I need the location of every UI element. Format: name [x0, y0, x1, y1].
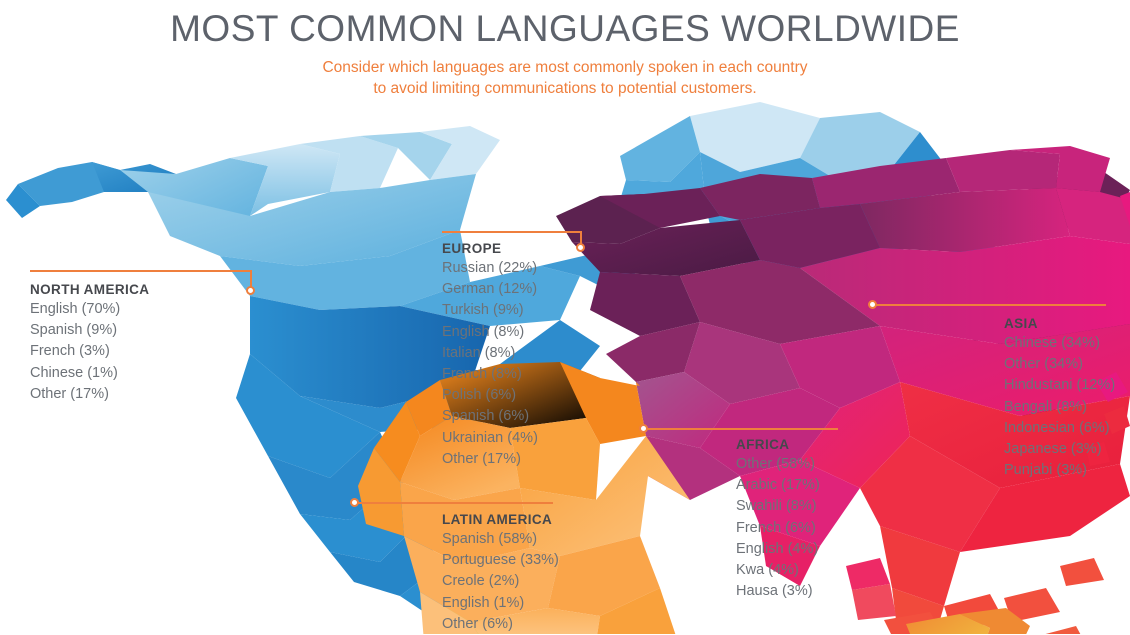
list-item: Italian (8%) [442, 344, 516, 361]
world-map [0, 96, 1130, 634]
list-item: Japanese (3%) [1004, 441, 1102, 458]
page-subtitle: Consider which languages are most common… [0, 57, 1130, 99]
map-region-oceania [906, 608, 1030, 634]
list-item: Ukrainian (4%) [442, 429, 538, 446]
list-item: Polish (6%) [442, 387, 517, 404]
region-title-asia: ASIA [1004, 316, 1038, 331]
language-list-europe: Russian (22%) German (12%) Turkish (9%) … [442, 258, 538, 470]
list-item: Turkish (9%) [442, 302, 524, 319]
language-list-asia: Chinese (34%) Other (34%) Hindustani (12… [1004, 333, 1115, 481]
list-item: Russian (22%) [442, 260, 538, 276]
list-item: Kwa (4%) [736, 562, 799, 579]
region-block-north-america: NORTH AMERICA English (70%) Spanish (9%)… [30, 282, 149, 405]
list-item: Portuguese (33%) [442, 552, 559, 569]
list-item: French (8%) [442, 366, 522, 383]
list-item: Spanish (58%) [442, 531, 538, 547]
list-item: German (12%) [442, 281, 538, 298]
language-list-north-america: English (70%) Spanish (9%) French (3%) C… [30, 299, 149, 405]
list-item: Bengali (8%) [1004, 398, 1088, 415]
list-item: Hindustani (12%) [1004, 377, 1116, 394]
language-list-africa: Other (58%) Arabic (17%) Swahili (8%) Fr… [736, 454, 820, 602]
region-block-africa: AFRICA Other (58%) Arabic (17%) Swahili … [736, 437, 820, 602]
map-pin-latin-america [350, 498, 359, 507]
map-pin-north-america [246, 286, 255, 295]
list-item: Chinese (34%) [1004, 335, 1100, 351]
region-title-africa: AFRICA [736, 437, 790, 452]
list-item: Punjabi (3%) [1004, 462, 1088, 479]
region-block-latin-america: LATIN AMERICA Spanish (58%) Portuguese (… [442, 512, 559, 635]
list-item: French (3%) [30, 343, 110, 360]
map-pin-europe [576, 243, 585, 252]
list-item: Hausa (3%) [736, 583, 813, 600]
list-item: Spanish (9%) [30, 322, 118, 339]
list-item: Other (6%) [442, 615, 513, 632]
list-item: Other (58%) [736, 456, 815, 472]
page-title: MOST COMMON LANGUAGES WORLDWIDE [170, 8, 960, 49]
list-item: Indonesian (6%) [1004, 419, 1110, 436]
language-list-latin-america: Spanish (58%) Portuguese (33%) Creole (2… [442, 529, 559, 635]
list-item: Spanish (6%) [442, 408, 530, 425]
list-item: French (6%) [736, 519, 816, 536]
list-item: Creole (2%) [442, 573, 520, 590]
list-item: English (70%) [30, 301, 121, 317]
list-item: Other (17%) [30, 385, 109, 402]
region-title-north-america: NORTH AMERICA [30, 282, 150, 297]
list-item: Chinese (1%) [30, 364, 118, 381]
subtitle-line-2: to avoid limiting communications to pote… [373, 80, 757, 97]
list-item: English (1%) [442, 594, 525, 611]
region-block-europe: EUROPE Russian (22%) German (12%) Turkis… [442, 241, 538, 470]
list-item: English (8%) [442, 323, 525, 340]
region-title-latin-america: LATIN AMERICA [442, 512, 553, 527]
list-item: Other (17%) [442, 450, 521, 467]
map-pin-africa [639, 424, 648, 433]
list-item: Swahili (8%) [736, 498, 817, 515]
map-pin-asia [868, 300, 877, 309]
region-title-europe: EUROPE [442, 241, 502, 256]
list-item: Arabic (17%) [736, 477, 820, 494]
list-item: English (4%) [736, 540, 819, 557]
region-block-asia: ASIA Chinese (34%) Other (34%) Hindustan… [1004, 316, 1115, 481]
subtitle-line-1: Consider which languages are most common… [322, 59, 808, 76]
list-item: Other (34%) [1004, 356, 1083, 373]
